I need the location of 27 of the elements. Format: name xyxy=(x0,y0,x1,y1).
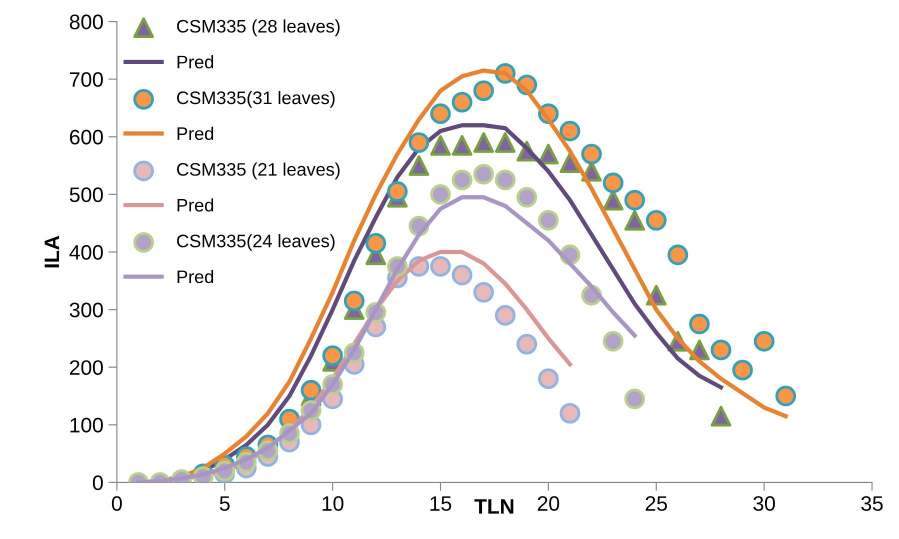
x-tick-label: 35 xyxy=(861,496,883,511)
y-tick-label: 200 xyxy=(70,360,103,375)
legend-label: CSM335 (21 leaves) xyxy=(177,162,340,180)
x-tick-label: 15 xyxy=(430,496,452,511)
legend-label: CSM335(24 leaves) xyxy=(177,234,335,251)
x-tick-label: 25 xyxy=(646,496,667,511)
legend-label: CSM335(31 leaves) xyxy=(177,90,335,108)
x-tick-label: 5 xyxy=(220,496,230,511)
legend-label: Pred xyxy=(178,126,214,140)
x-axis-title: TLN xyxy=(474,499,514,514)
y-tick-label: 700 xyxy=(70,72,103,87)
y-tick-label: 500 xyxy=(70,187,103,202)
x-tick-label: 30 xyxy=(753,496,775,511)
y-tick-label: 300 xyxy=(70,302,103,318)
y-tick-label: 0 xyxy=(92,475,103,490)
y-tick-label: 800 xyxy=(70,14,103,30)
x-tick-label: 0 xyxy=(112,496,122,511)
legend-label: Pred xyxy=(178,270,214,284)
y-axis-title: ILA xyxy=(44,236,60,268)
x-tick-label: 20 xyxy=(538,496,560,511)
x-tick-label: 10 xyxy=(322,496,344,511)
legend-label: CSM335 (28 leaves) xyxy=(177,19,340,36)
legend-label: Pred xyxy=(178,55,214,68)
legend-label: Pred xyxy=(178,198,214,212)
y-tick-label: 400 xyxy=(69,244,103,260)
y-tick-label: 600 xyxy=(70,130,103,145)
y-tick-label: 100 xyxy=(70,418,103,433)
